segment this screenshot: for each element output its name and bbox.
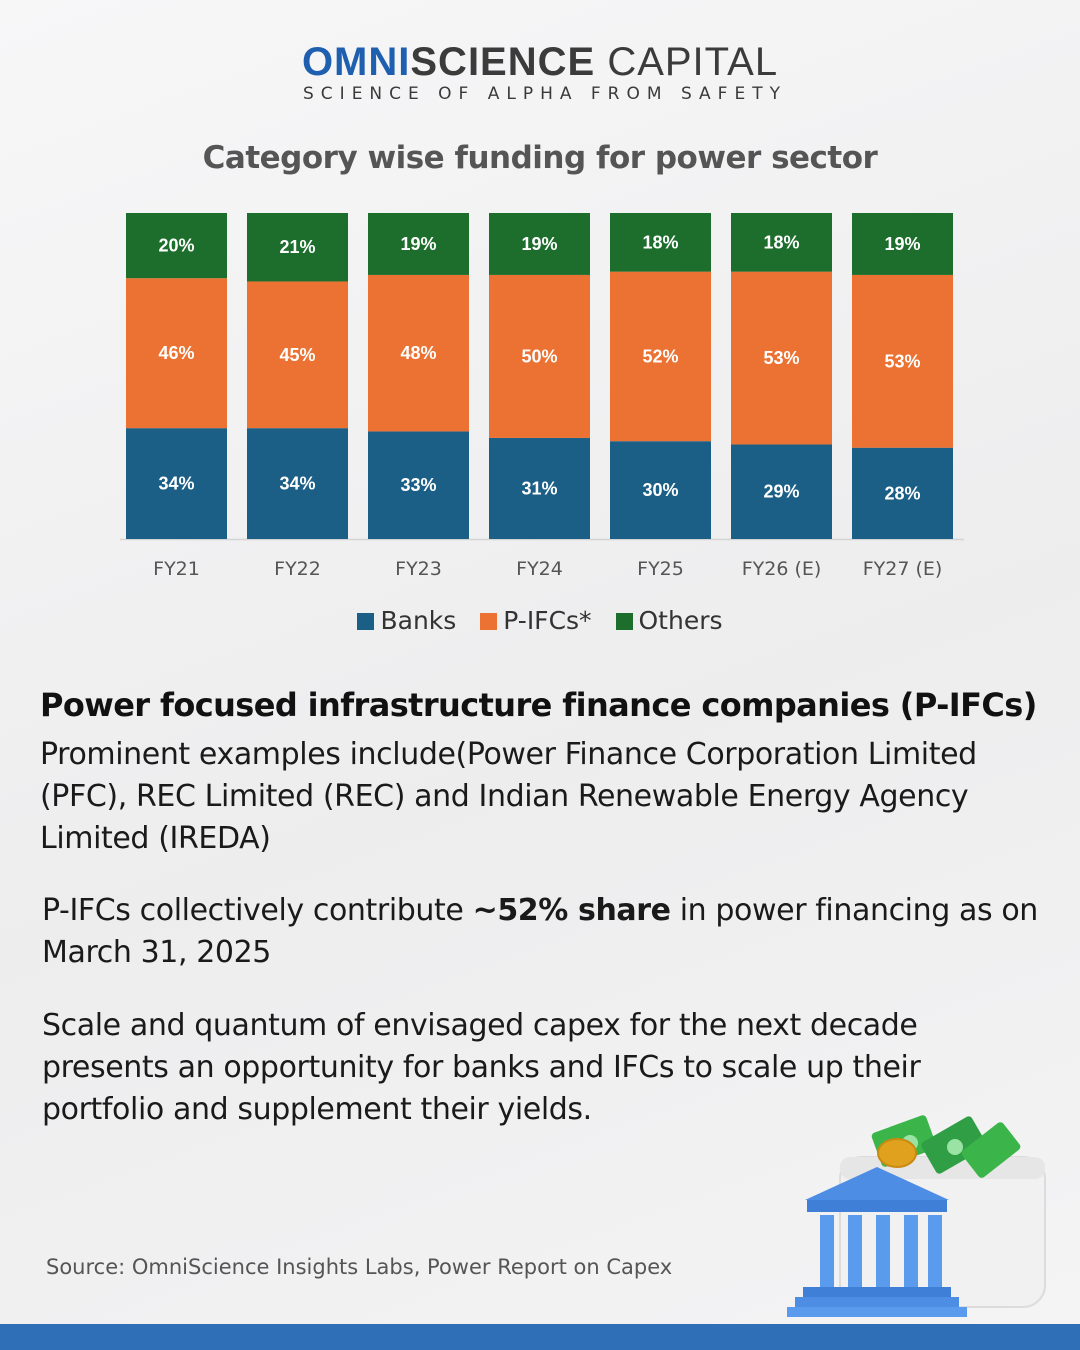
brand-capital: CAPITAL — [607, 40, 779, 84]
bar-banks-6 — [731, 444, 832, 539]
bar-others-2 — [247, 213, 348, 282]
data-label-pifcs-4: 50% — [521, 346, 557, 366]
bar-others-4 — [489, 213, 590, 275]
brand-science: SCIENCE — [410, 40, 596, 84]
stacked-bar-chart: 34% 46% 20% FY21 34% 45% 21% FY22 33% 48% 19% FY23 3… — [120, 213, 964, 580]
examples-paragraph: Prominent examples include(Power Finance… — [40, 737, 977, 856]
bar-pifcs-1 — [126, 278, 227, 429]
source-note: Source: OmniScience Insights Labs, Power… — [46, 1255, 673, 1279]
data-label-pifcs-3: 48% — [400, 343, 436, 363]
legend-item-others: Others — [615, 606, 723, 635]
bar-banks-3 — [368, 431, 469, 539]
data-label-banks-1: 34% — [158, 474, 194, 494]
chart-legend: Banks P-IFCs* Others — [0, 606, 1080, 635]
x-tick-label-2: FY22 — [274, 558, 321, 580]
data-label-banks-4: 31% — [521, 478, 557, 498]
bar-others-6 — [731, 213, 832, 272]
bar-banks-7 — [852, 447, 953, 539]
data-label-others-4: 19% — [521, 234, 557, 254]
bar-others-7 — [852, 213, 953, 275]
legend-item-banks: Banks — [357, 606, 456, 635]
section-heading: Power focused infrastructure finance com… — [40, 686, 1037, 724]
share-text-pre: P-IFCs collectively contribute — [42, 893, 473, 928]
bar-banks-5 — [610, 441, 711, 539]
share-text-post: in power financing as on March 31, 2025 — [42, 893, 1038, 970]
data-label-others-2: 21% — [279, 237, 315, 257]
data-label-pifcs-7: 53% — [884, 351, 920, 371]
data-label-others-5: 18% — [642, 232, 678, 252]
bank-building — [787, 1167, 967, 1317]
data-label-pifcs-5: 52% — [642, 346, 678, 366]
bar-others-5 — [610, 213, 711, 272]
bar-pifcs-3 — [368, 274, 469, 432]
legend-swatch-pifcs — [480, 613, 498, 630]
data-label-banks-6: 29% — [763, 482, 799, 502]
brand-tagline: SCIENCE OF ALPHA FROM SAFETY — [303, 84, 787, 104]
legend-label-others: Others — [638, 606, 723, 635]
x-tick-label-1: FY21 — [153, 558, 200, 580]
bar-pifcs-2 — [247, 281, 348, 429]
bar-pifcs-7 — [852, 274, 953, 448]
bar-pifcs-4 — [489, 274, 590, 438]
x-tick-label-6: FY26 (E) — [742, 558, 822, 580]
bar-pifcs-6 — [731, 271, 832, 445]
legend-label-pifcs: P-IFCs* — [503, 606, 592, 635]
data-label-banks-7: 28% — [884, 483, 920, 503]
coin — [877, 1138, 917, 1168]
brand-header: OMNISCIENCE CAPITAL SCIENCE OF ALPHA FRO… — [0, 40, 1080, 104]
bar-banks-2 — [247, 428, 348, 539]
data-label-pifcs-1: 46% — [158, 343, 194, 363]
opportunity-paragraph: Scale and quantum of envisaged capex for… — [42, 1008, 921, 1127]
data-label-others-7: 19% — [884, 234, 920, 254]
x-tick-label-3: FY23 — [395, 558, 442, 580]
legend-item-pifcs: P-IFCs* — [480, 606, 592, 635]
bar-others-3 — [368, 213, 469, 275]
data-label-pifcs-2: 45% — [279, 345, 315, 365]
legend-swatch-banks — [357, 613, 375, 630]
bank-with-money-icon — [787, 1115, 1046, 1317]
x-tick-label-7: FY27 (E) — [863, 558, 943, 580]
bar-others-1 — [126, 213, 227, 279]
data-label-banks-5: 30% — [642, 480, 678, 500]
x-tick-label-5: FY25 — [637, 558, 684, 580]
chart-title: Category wise funding for power sector — [202, 140, 878, 176]
share-highlight: ~52% share — [472, 893, 671, 928]
bar-pifcs-5 — [610, 271, 711, 442]
data-label-others-1: 20% — [158, 236, 194, 256]
brand-omni: OMNI — [301, 40, 411, 84]
data-label-banks-3: 33% — [400, 475, 436, 495]
data-label-pifcs-6: 53% — [763, 348, 799, 368]
bar-banks-1 — [126, 428, 227, 539]
data-label-others-6: 18% — [763, 232, 799, 252]
bar-banks-4 — [489, 437, 590, 539]
data-label-banks-2: 34% — [279, 474, 315, 494]
brand-logo: OMNISCIENCE CAPITAL — [0, 40, 1080, 84]
footer-bar — [0, 1324, 1080, 1350]
x-tick-label-4: FY24 — [516, 558, 563, 580]
legend-label-banks: Banks — [380, 606, 457, 635]
legend-swatch-others — [615, 613, 633, 630]
data-label-others-3: 19% — [400, 234, 436, 254]
share-paragraph: P-IFCs collectively contribute ~52% shar… — [42, 890, 1042, 974]
